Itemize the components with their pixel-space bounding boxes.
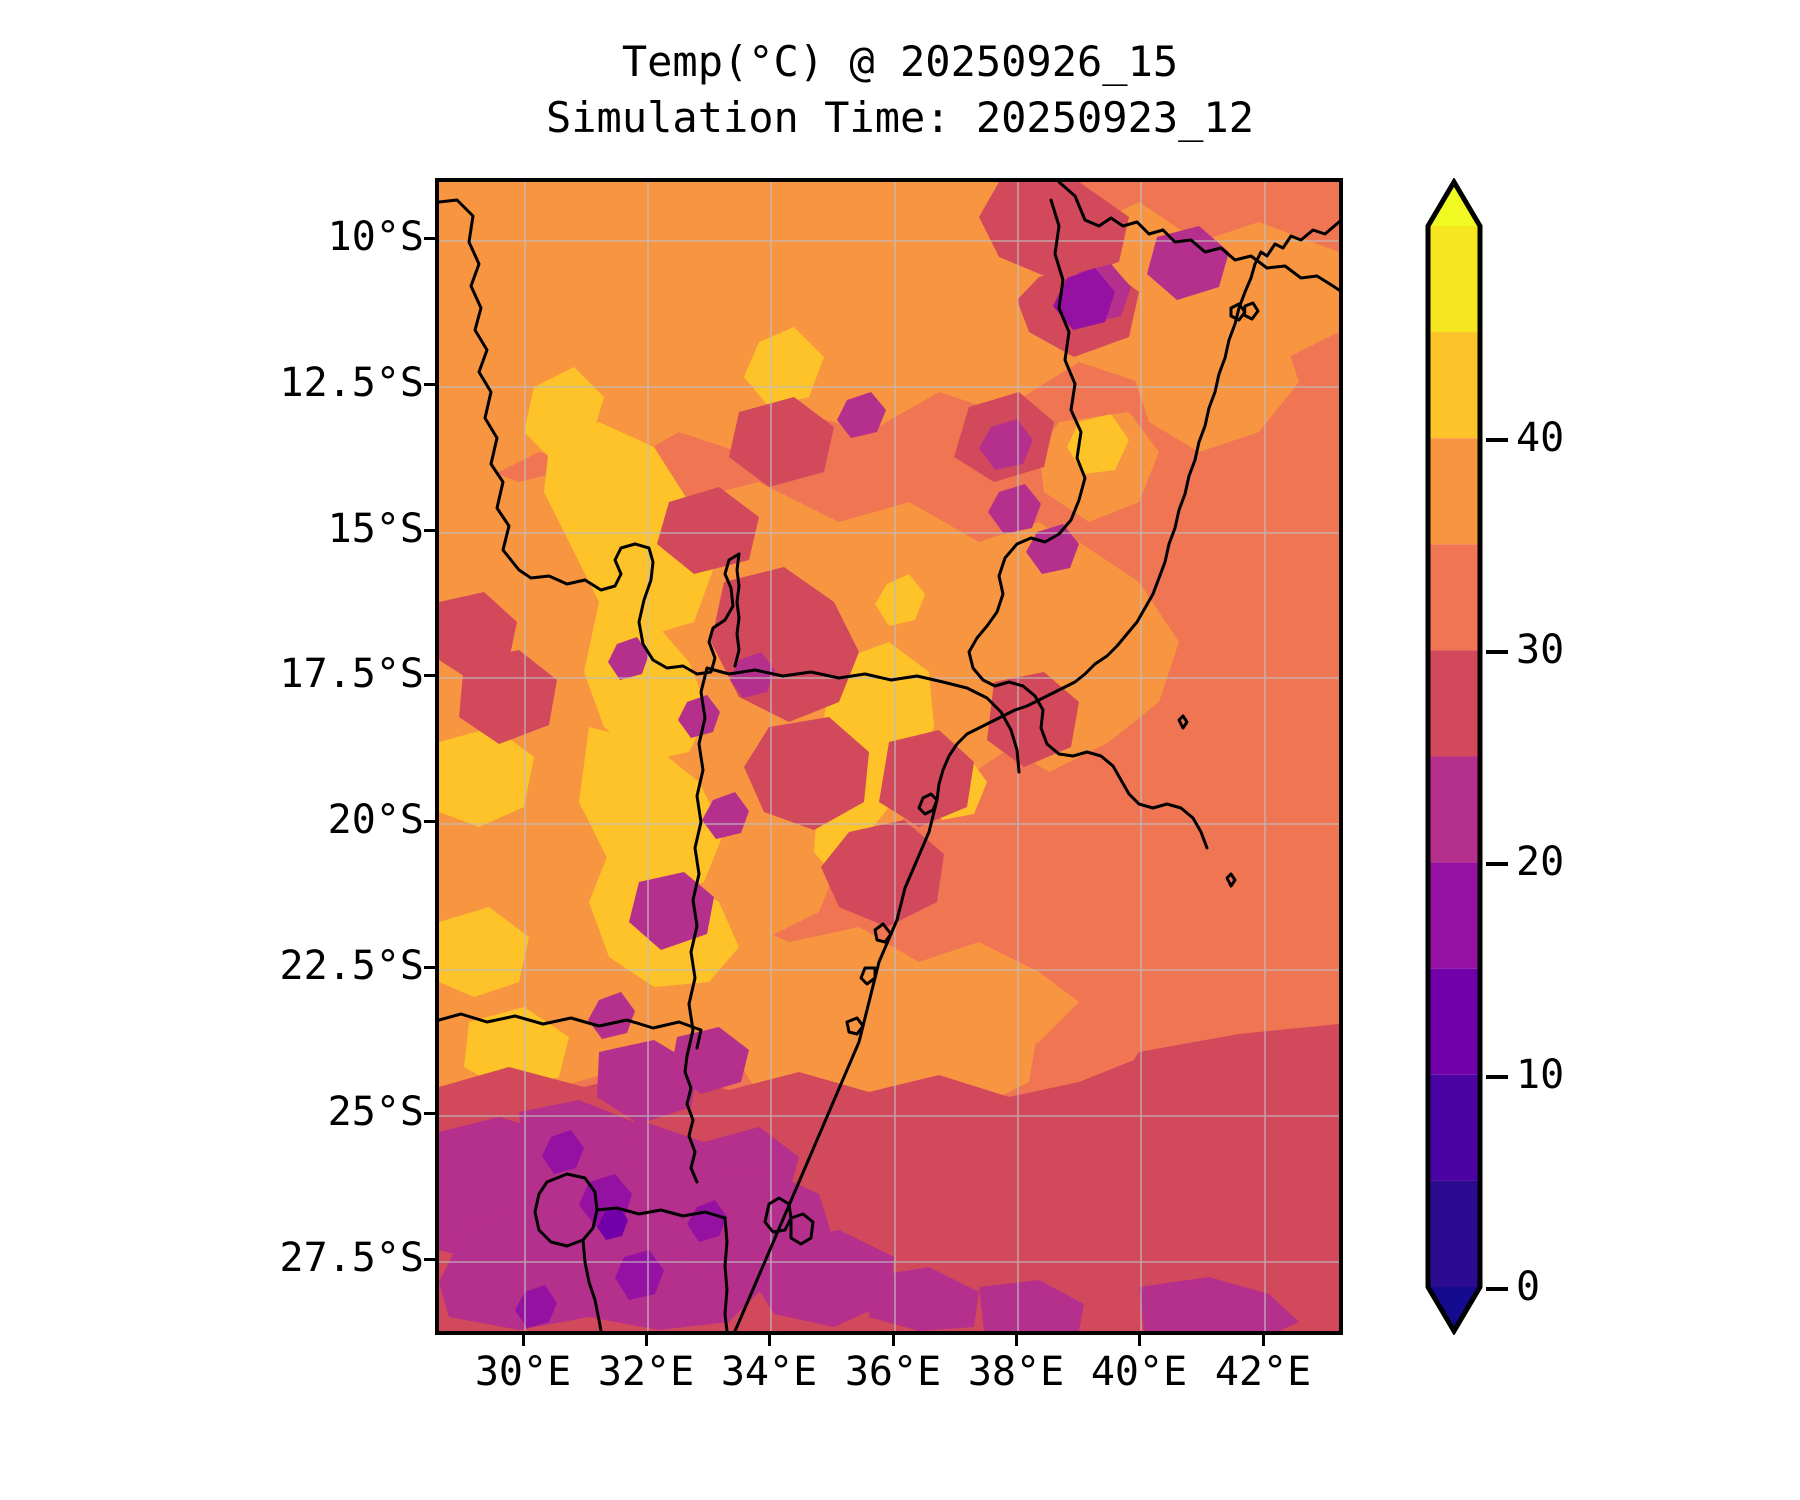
colorbar-tick-label-0: 0 (1516, 1264, 1541, 1310)
figure-title: Temp(°C) @ 20250926_15 Simulation Time: … (0, 34, 1800, 146)
colorbar-tick-label-10: 10 (1516, 1052, 1565, 1098)
colorbar-tick-label-20: 20 (1516, 839, 1565, 885)
ytick-mark (424, 966, 435, 969)
colorbar-tick-mark (1486, 1287, 1508, 1291)
colorbar-under-arrow (1428, 1287, 1480, 1331)
xtick-label-38E: 38°E (967, 1349, 1065, 1395)
xtick-label-36E: 36°E (844, 1349, 942, 1395)
xtick-label-42E: 42°E (1214, 1349, 1312, 1395)
colorbar-tick-label-40: 40 (1516, 415, 1565, 461)
title-line-simulation-time: Simulation Time: 20250923_12 (545, 93, 1254, 142)
temperature-contour-map (439, 182, 1339, 1331)
colorbar-tick-mark (1486, 438, 1508, 442)
xtick-mark (1138, 1335, 1141, 1346)
ytick-mark (424, 529, 435, 532)
xtick-mark (768, 1335, 771, 1346)
colorbar-over-arrow (1428, 182, 1480, 226)
ytick-mark (424, 820, 435, 823)
xtick-mark (1015, 1335, 1018, 1346)
colorbar[interactable] (1424, 178, 1484, 1335)
xtick-mark (1262, 1335, 1265, 1346)
colorbar-tick-mark (1486, 650, 1508, 654)
ytick-mark (424, 674, 435, 677)
map-axes[interactable] (435, 178, 1343, 1335)
xtick-mark (645, 1335, 648, 1346)
ytick-mark (424, 1258, 435, 1261)
xtick-label-34E: 34°E (720, 1349, 818, 1395)
ytick-mark (424, 383, 435, 386)
colorbar-gradient (1425, 178, 1483, 1335)
xtick-label-30E: 30°E (474, 1349, 572, 1395)
xtick-mark (892, 1335, 895, 1346)
ytick-mark (424, 1112, 435, 1115)
title-line-variable-and-valid-time: Temp(°C) @ 20250926_15 (621, 37, 1179, 86)
colorbar-tick-mark (1486, 862, 1508, 866)
xtick-mark (522, 1335, 525, 1346)
ytick-mark (424, 237, 435, 240)
colorbar-tick-label-30: 30 (1516, 627, 1565, 673)
xtick-label-32E: 32°E (597, 1349, 695, 1395)
xtick-label-40E: 40°E (1090, 1349, 1188, 1395)
colorbar-tick-mark (1486, 1075, 1508, 1079)
